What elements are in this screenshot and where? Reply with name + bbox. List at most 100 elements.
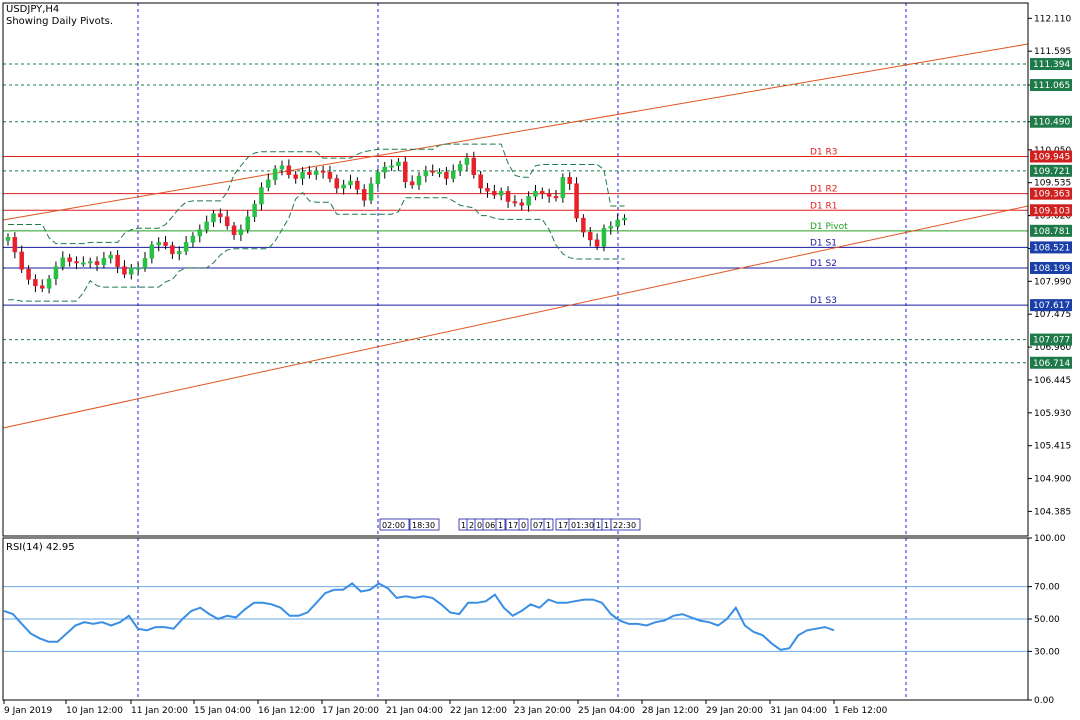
candle-body [622, 217, 627, 221]
candle-body [293, 174, 298, 179]
chart-symbol-label: USDJPY,H4 [6, 4, 60, 15]
price-tag [1030, 356, 1072, 369]
rsi-axis-label: 30.00 [1034, 647, 1060, 657]
envelope-lower [8, 191, 625, 302]
price-tag [1030, 150, 1072, 163]
price-tag [1030, 333, 1072, 346]
envelope-layer [8, 143, 625, 302]
time-axis-label: 25 Jan 04:00 [578, 706, 635, 716]
trendline-layer [2, 43, 1029, 429]
candle-body [457, 164, 463, 172]
candle-body [471, 157, 477, 175]
candle-body [245, 216, 250, 230]
pivot-label: D1 R2 [810, 185, 838, 195]
candle-body [40, 285, 45, 289]
session-marker-label: 0 [477, 521, 482, 530]
candle-body [560, 177, 566, 198]
time-axis-label: 22 Jan 12:00 [450, 706, 507, 716]
price-tag-label: 109.721 [1033, 167, 1070, 177]
candle-body [108, 254, 113, 259]
candle-body [430, 170, 435, 173]
candle-body [279, 165, 285, 170]
time-axis-label: 16 Jan 12:00 [258, 706, 315, 716]
price-axis-label: 104.385 [1034, 507, 1071, 517]
lower-trendline [2, 205, 1029, 429]
price-tag-label: 111.394 [1033, 60, 1070, 70]
price-tag-label: 111.065 [1033, 81, 1070, 91]
candle-body [135, 267, 141, 270]
candle-body [567, 177, 572, 184]
session-marker-label: 1 [461, 521, 466, 530]
price-tag-label: 109.103 [1033, 206, 1070, 216]
candle-body [231, 225, 237, 235]
pivot-label: D1 R3 [810, 148, 838, 158]
session-marker-box [409, 518, 440, 531]
candle-body [526, 196, 531, 206]
candle-body [498, 191, 504, 196]
candle-body [396, 161, 401, 167]
candle-body [81, 262, 86, 265]
time-axis-label: 10 Jan 12:00 [66, 706, 123, 716]
time-axis-label: 1 Feb 12:00 [834, 706, 888, 716]
rsi-layer [3, 582, 1028, 652]
session-marker-label: 18:30 [412, 521, 435, 530]
session-marker-label: 0 [521, 521, 526, 530]
candle-body [190, 235, 196, 243]
session-marker-label: 01:30 [571, 521, 594, 530]
session-markers-layer: 02:00 18:30 1 2 0 06: 1 17: 0 07: 1 17: 01:30 1 1 22:30 [379, 518, 641, 531]
candle-body [403, 161, 408, 182]
candle-body [409, 181, 415, 186]
candle-body [444, 171, 449, 179]
session-marker-label: 1 [546, 521, 551, 530]
session-marker-box [610, 518, 641, 531]
candle-body [115, 254, 120, 267]
candle-body [53, 266, 59, 280]
candle-body [588, 231, 593, 241]
chart-subtitle-label: Showing Daily Pivots. [6, 16, 114, 27]
candle-body [423, 170, 429, 177]
candle-body [608, 226, 614, 229]
time-axis-label: 29 Jan 20:00 [706, 706, 763, 716]
rsi-axis-label: 50.00 [1034, 615, 1060, 625]
upper-trendline [2, 43, 1029, 221]
candle-body [197, 229, 203, 237]
price-tag [1030, 164, 1072, 177]
rsi-axis-label: 100.00 [1034, 534, 1066, 544]
session-marker-box [495, 518, 506, 531]
candle-body [177, 251, 182, 255]
candle-body [533, 191, 538, 197]
grid-layer [137, 3, 907, 700]
candle-body [19, 251, 24, 270]
price-panel-frame [2, 2, 1029, 537]
rsi-header-label: RSI(14) 42.95 [6, 542, 75, 553]
candle-body [74, 261, 79, 264]
time-axis-label: 21 Jan 04:00 [386, 706, 443, 716]
session-marker-label: 17: [508, 521, 521, 530]
price-axis-label: 107.475 [1034, 310, 1071, 320]
candle-body [122, 266, 127, 275]
price-tag-label: 108.521 [1033, 243, 1070, 253]
session-marker-label: 1 [604, 521, 609, 530]
pivot-label: D1 R1 [810, 201, 838, 211]
price-tag [1030, 58, 1072, 71]
candle-body [389, 165, 394, 168]
candle-body [478, 174, 483, 189]
candle-body [355, 180, 360, 190]
time-axis-label: 31 Jan 04:00 [770, 706, 827, 716]
candle-body [46, 278, 52, 289]
candle-body [266, 179, 271, 188]
pivot-label: D1 S1 [810, 238, 837, 248]
price-axis-label: 106.445 [1034, 376, 1071, 386]
envelope-upper [8, 143, 625, 245]
price-axis-label: 104.900 [1034, 475, 1071, 485]
candle-body [464, 157, 470, 165]
session-marker-label: 2 [469, 521, 474, 530]
price-tag [1030, 261, 1072, 274]
candle-body [553, 196, 559, 199]
price-tag-label: 109.945 [1033, 153, 1070, 163]
candle-body [327, 171, 333, 179]
rsi-line [3, 582, 835, 651]
session-marker-label: 1 [498, 521, 503, 530]
candle-body [307, 171, 312, 175]
